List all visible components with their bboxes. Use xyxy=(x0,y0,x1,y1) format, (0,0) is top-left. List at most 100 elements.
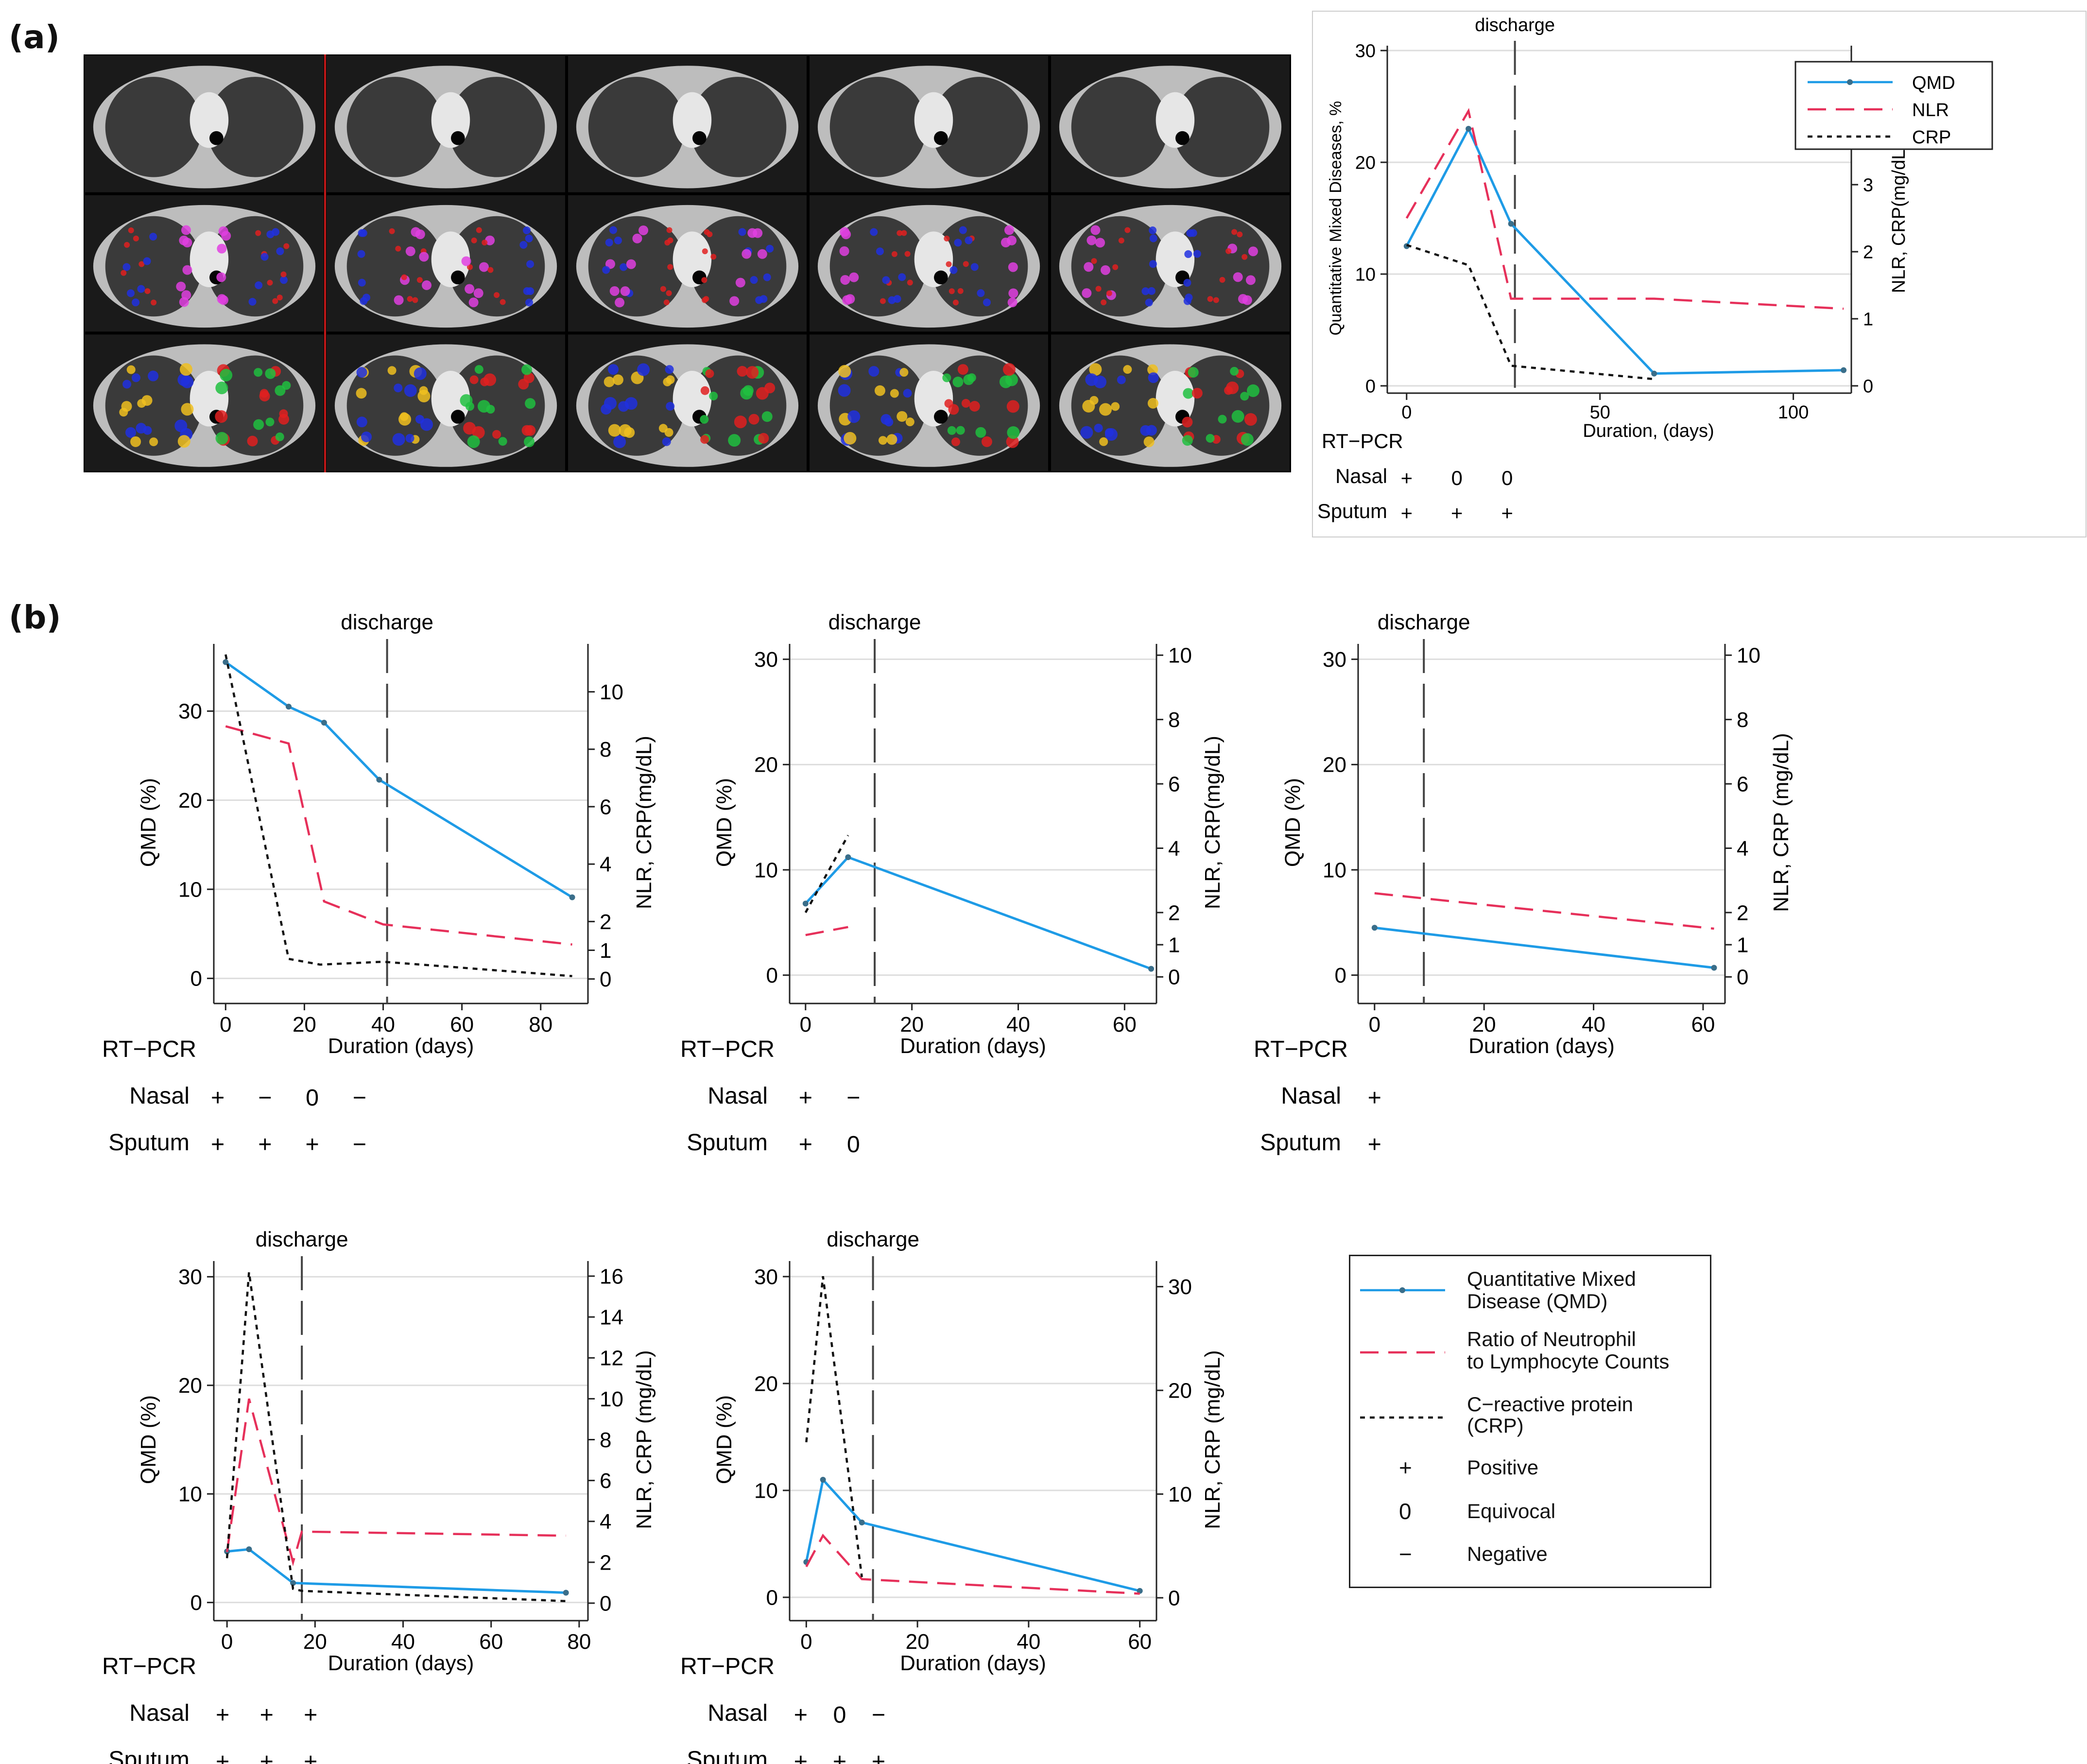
y-tick-label: 0 xyxy=(766,1586,778,1609)
ct-overlay-blob xyxy=(136,423,147,434)
ct-overlay-blob xyxy=(1006,435,1019,448)
ct-overlay-blob xyxy=(405,246,415,257)
ct-overlay-blob xyxy=(667,237,673,243)
ct-overlay-blob xyxy=(970,263,979,271)
ct-overlay-blob xyxy=(963,374,974,385)
ct-overlay-blob xyxy=(705,369,714,378)
ct-overlay-blob xyxy=(965,236,973,244)
rtpcr-mark: + xyxy=(216,1748,229,1764)
y-tick-label: 20 xyxy=(178,1374,202,1398)
y2-tick-label: 0 xyxy=(600,1591,611,1615)
x-axis-label: Duration (days) xyxy=(1468,1034,1615,1058)
ct-overlay-blob xyxy=(525,398,536,409)
ct-overlay-blob xyxy=(748,414,759,425)
ct-overlay-blob xyxy=(526,260,535,268)
ct-overlay-blob xyxy=(122,380,132,389)
ct-overlay-blob xyxy=(412,297,418,303)
ct-overlay-blob xyxy=(839,246,849,256)
y2-axis-label: NLR, CRP (mg/dL) xyxy=(632,1350,656,1529)
ct-left-lung xyxy=(1173,77,1270,177)
ct-overlay-blob xyxy=(395,245,401,252)
legend-b-qmd-marker xyxy=(1399,1287,1405,1293)
rtpcr-mark: + xyxy=(1451,502,1463,524)
rtpcr-label: RT−PCR xyxy=(680,1036,775,1062)
ct-overlay-blob xyxy=(898,273,906,281)
ct-overlay-blob xyxy=(494,292,500,298)
x-tick-label: 40 xyxy=(1582,1013,1605,1037)
chart-b4: 0 10 20 30 0 2 4 6 8 10 12 14 16 0 20 40 60 80 QMD (%) NLR,… xyxy=(102,1228,656,1764)
ct-overlay-blob xyxy=(177,435,190,448)
ct-overlay-blob xyxy=(265,417,275,427)
rtpcr-mark: + xyxy=(305,1131,319,1158)
ct-overlay-blob xyxy=(999,375,1012,388)
ct-overlay-blob xyxy=(149,437,158,447)
ct-overlay-blob xyxy=(1008,288,1018,298)
y2-tick-label: 0 xyxy=(1737,966,1748,989)
ct-overlay-blob xyxy=(632,233,642,243)
ct-trachea xyxy=(451,410,465,424)
ct-overlay-blob xyxy=(619,424,632,437)
ct-overlay-blob xyxy=(1124,227,1131,233)
ct-overlay-blob xyxy=(1148,372,1159,383)
ct-overlay-blob xyxy=(1230,366,1239,376)
ct-overlay-blob xyxy=(1149,260,1157,268)
ct-overlay-blob xyxy=(131,373,140,382)
ct-overlay-blob xyxy=(280,276,288,284)
ct-overlay-blob xyxy=(422,280,432,290)
ct-overlay-blob xyxy=(254,368,263,377)
ct-overlay-blob xyxy=(282,381,291,390)
rtpcr-mark: 0 xyxy=(847,1131,860,1158)
x-tick-label: 60 xyxy=(1113,1013,1137,1037)
ct-overlay-blob xyxy=(525,425,536,436)
ct-overlay-blob xyxy=(702,248,708,255)
ct-overlay-blob xyxy=(626,259,636,269)
ct-overlay-blob xyxy=(975,427,986,438)
ct-overlay-blob xyxy=(407,296,413,302)
ct-overlay-blob xyxy=(750,276,758,284)
ct-overlay-blob xyxy=(471,237,477,243)
ct-overlay-blob xyxy=(255,281,263,289)
ct-overlay-blob xyxy=(608,424,621,437)
ct-overlay-blob xyxy=(215,432,228,445)
y2-tick-label: 8 xyxy=(1737,708,1748,732)
ct-trachea xyxy=(934,270,948,285)
y2-axis-label: NLR, CRP (mg/dL) xyxy=(1201,1350,1225,1529)
ct-overlay-blob xyxy=(1101,299,1107,306)
y-axis-label: QMD (%) xyxy=(712,1395,736,1484)
qmd-point xyxy=(569,894,575,900)
ct-overlay-blob xyxy=(248,297,257,306)
y2-tick-label: 20 xyxy=(1168,1379,1192,1403)
ct-overlay-blob xyxy=(667,264,673,270)
y-tick-label: 30 xyxy=(1355,41,1376,61)
legend-b-equivocal-label: Equivocal xyxy=(1467,1500,1556,1522)
y-tick-label: 30 xyxy=(754,1265,778,1289)
ct-overlay-blob xyxy=(605,239,613,247)
ct-overlay-blob xyxy=(1219,277,1225,283)
ct-overlay-blob xyxy=(957,288,964,294)
rtpcr-mark: 0 xyxy=(1501,467,1513,489)
legend-b-equivocal-symbol: 0 xyxy=(1399,1499,1412,1524)
y2-tick-label: 6 xyxy=(600,795,611,819)
x-tick-label: 40 xyxy=(1017,1630,1040,1654)
rtpcr-mark: + xyxy=(260,1748,274,1764)
ct-overlay-blob xyxy=(1231,410,1244,423)
y-tick-label: 0 xyxy=(190,967,202,991)
y-tick-label: 20 xyxy=(754,753,778,777)
y2-axis-label: NLR, CRP(mg/dL) xyxy=(632,736,656,909)
ct-overlay-blob xyxy=(947,426,956,435)
ct-overlay-blob xyxy=(1241,433,1254,446)
ct-overlay-blob xyxy=(272,298,278,304)
x-tick-label: 60 xyxy=(479,1630,503,1654)
x-tick-label: 100 xyxy=(1778,402,1809,423)
legend-b-qmd-label-1: Quantitative Mixed xyxy=(1467,1267,1636,1290)
ct-right-lung xyxy=(1071,77,1168,177)
qmd-point xyxy=(1371,925,1378,931)
chart-a-frame xyxy=(1312,11,2087,537)
ct-overlay-blob xyxy=(763,273,771,281)
ct-overlay-blob xyxy=(525,234,533,242)
rtpcr-row-sputum: Sputum xyxy=(108,1129,190,1156)
ct-overlay-blob xyxy=(605,259,615,269)
ct-overlay-blob xyxy=(1007,426,1020,439)
ct-overlay-blob xyxy=(267,279,273,286)
y-tick-label: 0 xyxy=(1335,964,1346,987)
